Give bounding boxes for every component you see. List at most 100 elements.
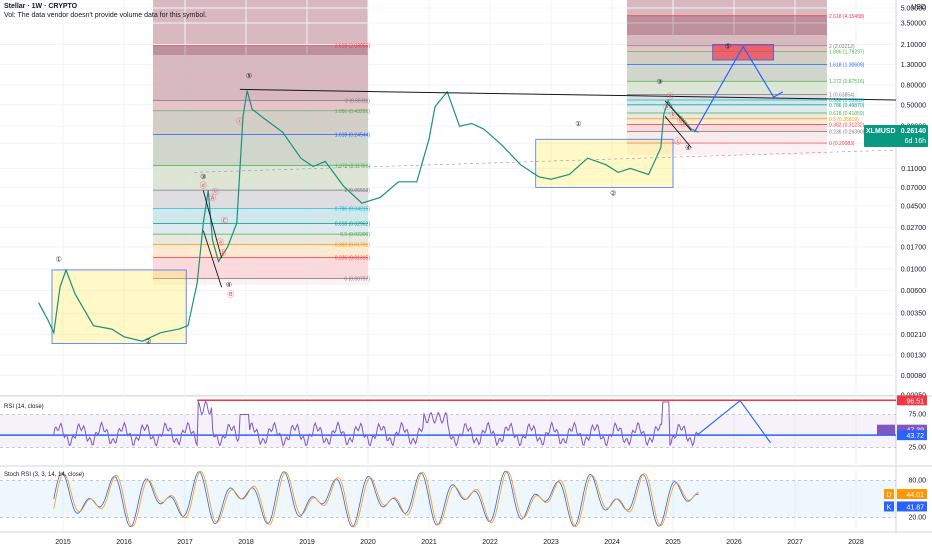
x-tick-label: 2021 <box>421 539 437 546</box>
x-tick-label: 2020 <box>360 539 376 546</box>
x-tick-label: 2018 <box>238 539 254 546</box>
stoch-badge-bg <box>897 489 927 500</box>
wave-label: ① <box>575 120 581 128</box>
wave-label: ④ <box>685 144 691 152</box>
stoch-badge-value: 41.87 <box>906 504 924 511</box>
x-tick-label: 2022 <box>482 539 498 546</box>
rsi-line <box>53 400 699 448</box>
rsi-tick-25: 25.00 <box>908 445 926 452</box>
price-badge-countdown: 6d 16h <box>905 138 927 145</box>
right-fib-top-band <box>627 0 827 35</box>
wave-label: ⓑ <box>670 110 677 118</box>
wave-label: ⑤ <box>246 72 252 80</box>
wave-label: Ⓒ <box>221 217 228 225</box>
fib-left-band <box>153 223 368 235</box>
rsi-projection <box>697 399 772 444</box>
fib-right-level-label: 1.272 (0.87516) <box>829 79 865 85</box>
stoch-letter-badge <box>884 501 894 512</box>
fib-left-band <box>153 134 368 166</box>
fib-right-level-label: 0.886 (0.55989) <box>829 98 865 104</box>
fib-left-band <box>153 257 368 279</box>
stoch-label: Stoch RSI (3, 3, 14, 14, close) <box>4 472 84 478</box>
rsi-badge-value: 43.72 <box>906 433 924 440</box>
long-trendline <box>239 88 897 101</box>
fib-right-band <box>627 131 827 144</box>
stoch-d-line <box>53 470 699 528</box>
wave-label: ⓓ <box>677 116 684 124</box>
fib-left-level-label: 0.236 (0.01315) <box>335 256 371 262</box>
fib-right-level-label: 1.886 (1.78297) <box>829 49 865 55</box>
fib-right-level-label: 0.786 (0.49870) <box>829 103 865 109</box>
fib-right-band <box>627 113 827 119</box>
fib-right-band <box>627 81 827 95</box>
y-tick-label: 0.11000 <box>901 166 926 173</box>
fib-left-level-label: 0.5 (0.02300) <box>340 232 370 238</box>
stoch-letter-badge <box>884 489 894 500</box>
wave-label: ⓒ <box>674 137 681 145</box>
fib-left-level-label: 1.886 (0.43291) <box>335 109 371 115</box>
x-tick-label: 2019 <box>299 539 315 546</box>
fib-left-band <box>153 110 368 135</box>
x-tick-label: 2024 <box>604 539 620 546</box>
fib-right-level-label: 0 (0.20083) <box>829 141 855 147</box>
chart-title: Stellar · 1W · CRYPTO <box>4 3 78 10</box>
fib-left-level-label: 0.618 (0.02952) <box>335 222 371 228</box>
wave-label: ⓓ <box>200 181 207 189</box>
fib-left-level-label: 0.786 (0.04215) <box>335 207 371 213</box>
wave-label: ⓒ <box>236 118 243 126</box>
fib-left-level-label: 3.618 (2.03955) <box>335 44 371 50</box>
consolidation-box-left <box>51 269 187 344</box>
x-tick-label: 2025 <box>665 539 681 546</box>
wave-label: ① <box>56 255 62 263</box>
fib-right-level-label: 0.382 (0.31232) <box>829 123 865 129</box>
stoch-badge-bg <box>897 501 927 512</box>
stoch-letter: D <box>886 492 891 499</box>
x-tick-label: 2015 <box>55 539 71 546</box>
wedge-right-upper <box>664 100 692 131</box>
y-tick-label: 0.01000 <box>901 267 926 274</box>
wave-label: Ⓑ <box>227 291 234 299</box>
rsi-badge-bg <box>897 424 927 435</box>
y-tick-label: 0.00080 <box>901 373 926 380</box>
left-fib-zone <box>153 0 368 285</box>
fib-left-band <box>153 165 368 191</box>
wedge-right-lower <box>664 115 692 148</box>
x-tick-label: 2023 <box>543 539 559 546</box>
price-badge-value: 0.26140 <box>901 128 926 135</box>
y-tick-label: 0.02700 <box>901 225 926 232</box>
x-tick-label: 2027 <box>787 539 803 546</box>
stoch-tick-80: 80.00 <box>908 477 926 484</box>
price-badge-symbol: XLMUSD <box>866 128 896 135</box>
fib-right-band <box>627 15 827 46</box>
rsi-label: RSI (14, close) <box>4 404 44 410</box>
fib-right-band <box>627 64 827 82</box>
y-tick-label: 0.00130 <box>901 352 926 359</box>
rsi-badge-value: 96.51 <box>906 398 924 405</box>
fib-left-band <box>153 45 368 101</box>
target-box <box>712 44 775 61</box>
y-tick-label: 2.10000 <box>901 42 926 49</box>
fib-left-level-label: 1 (0.06553) <box>344 188 370 194</box>
consolidation-box-right <box>535 138 674 188</box>
x-tick-label: 2017 <box>177 539 193 546</box>
fib-right-band <box>627 99 827 105</box>
fib-right-level-label: 0.618 (0.41059) <box>829 111 865 117</box>
fib-right-level-label: 2 (2.03212) <box>829 44 855 50</box>
right-fib-zone <box>627 0 827 155</box>
fib-left-level-label: 0.382 (0.01791) <box>335 243 371 249</box>
wave-label: Ⓐ <box>209 194 216 202</box>
wave-label: ⓔ <box>680 120 687 128</box>
currency-label: USD <box>911 4 926 11</box>
x-tick-label: 2016 <box>116 539 132 546</box>
rsi-badge-bg <box>897 430 927 441</box>
rsi-badge-bg <box>897 395 927 406</box>
stoch-badge-value: 44.01 <box>906 492 924 499</box>
fib-left-band <box>153 234 368 245</box>
fib-right-band <box>627 124 827 132</box>
wave-label: ④ <box>226 281 232 289</box>
fib-right-band <box>627 104 827 114</box>
wave-label: ⓔ <box>212 188 219 196</box>
